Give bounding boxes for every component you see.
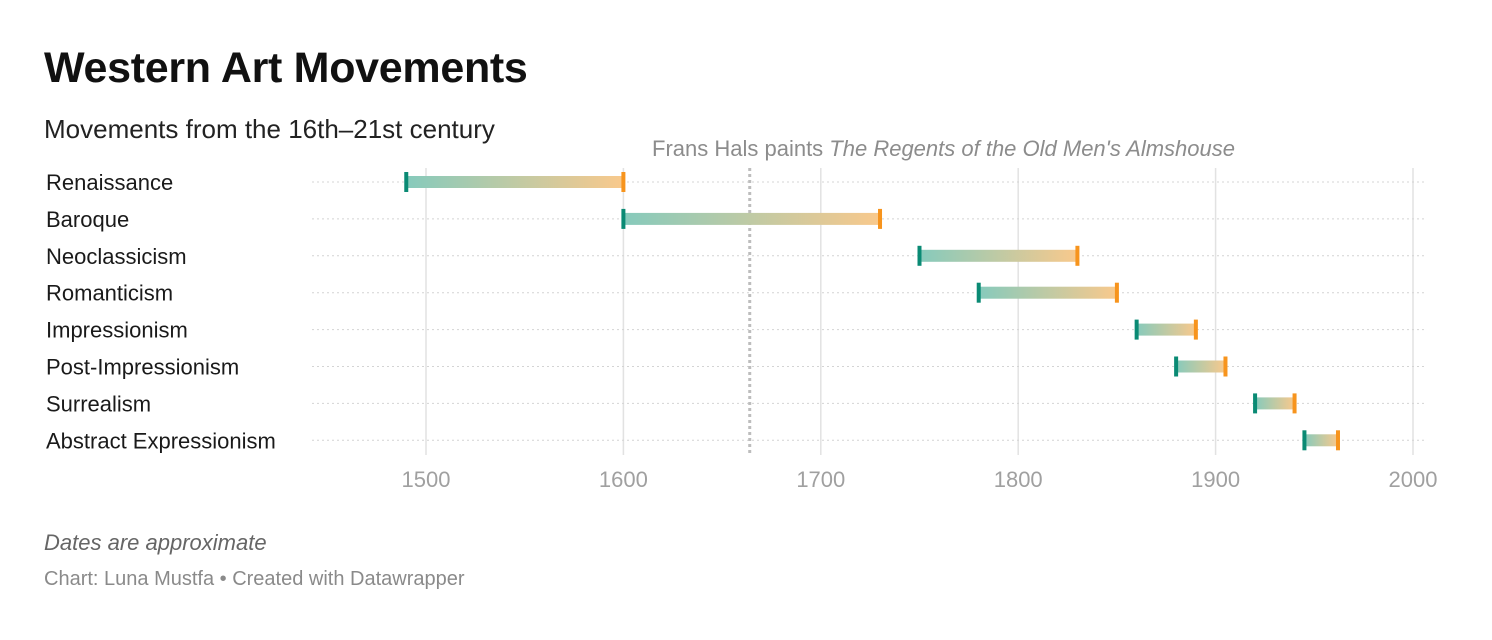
annotation: Frans Hals paints The Regents of the Old… xyxy=(652,136,1235,455)
row-labels: Renaissance Baroque Neoclassicism Romantici… xyxy=(46,170,276,453)
start-marker xyxy=(917,245,922,266)
x-tick-label: 1900 xyxy=(1191,467,1240,492)
footnote: Dates are approximate xyxy=(44,530,267,555)
x-tick-label: 2000 xyxy=(1389,467,1438,492)
x-tick-label: 1700 xyxy=(796,467,845,492)
annotation-text: Frans Hals paints The Regents of the Old… xyxy=(652,136,1235,161)
row-label: Romanticism xyxy=(46,281,173,306)
start-marker xyxy=(976,282,981,303)
x-tick-label: 1500 xyxy=(402,467,451,492)
byline: Chart: Luna Mustfa • Created with Datawr… xyxy=(44,568,465,590)
range-bar xyxy=(623,212,881,225)
start-marker xyxy=(1174,356,1179,377)
row-label: Baroque xyxy=(46,207,129,232)
end-marker xyxy=(1114,282,1119,303)
end-marker xyxy=(1292,393,1297,414)
x-axis-ticks: 1500 1600 1700 1800 1900 2000 xyxy=(402,467,1438,492)
end-marker xyxy=(1193,319,1198,340)
range-bar xyxy=(1255,397,1295,410)
row-label: Post-Impressionism xyxy=(46,355,239,380)
x-tick-label: 1800 xyxy=(994,467,1043,492)
row-label: Renaissance xyxy=(46,170,173,195)
range-bar xyxy=(978,286,1117,299)
start-marker xyxy=(404,172,409,192)
grid-lines xyxy=(425,168,1414,455)
range-bar xyxy=(1304,434,1338,447)
end-marker xyxy=(1335,430,1340,451)
start-marker xyxy=(621,208,626,229)
range-bar xyxy=(919,249,1078,262)
range-bar xyxy=(1136,323,1196,336)
end-marker xyxy=(878,208,883,229)
range-bar xyxy=(1176,360,1226,373)
x-tick-label: 1600 xyxy=(599,467,648,492)
end-marker xyxy=(1223,356,1228,377)
row-label: Surrealism xyxy=(46,391,151,416)
row-label: Abstract Expressionism xyxy=(46,428,276,453)
annotation-text-italic: The Regents of the Old Men's Almshouse xyxy=(829,136,1235,161)
start-marker xyxy=(1253,393,1258,414)
start-marker xyxy=(1134,319,1139,340)
chart-subtitle: Movements from the 16th–21st century xyxy=(44,114,495,144)
range-bar xyxy=(406,176,624,188)
row-label: Impressionism xyxy=(46,318,188,343)
end-marker xyxy=(621,172,626,192)
start-marker xyxy=(1302,430,1307,451)
chart-title: Western Art Movements xyxy=(44,44,528,92)
row-label: Neoclassicism xyxy=(46,244,187,269)
end-marker xyxy=(1075,245,1080,266)
annotation-text-plain: Frans Hals paints xyxy=(652,136,829,161)
range-bars xyxy=(404,172,1340,451)
